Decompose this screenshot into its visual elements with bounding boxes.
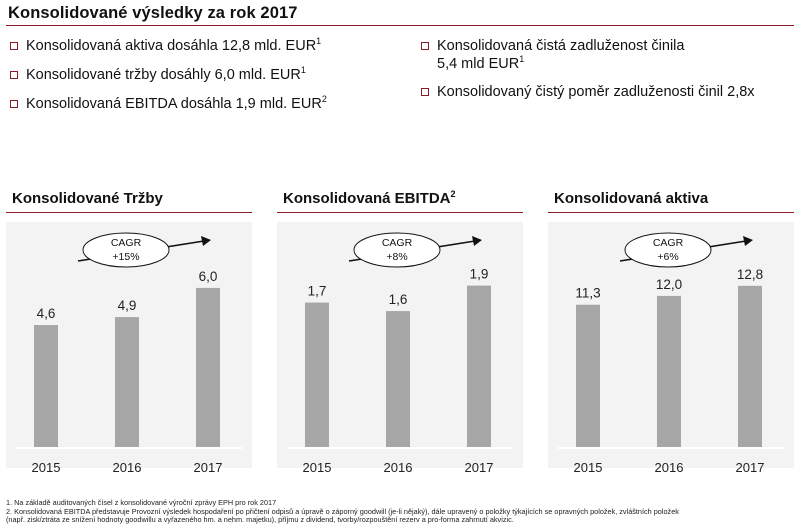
cagr-value: +8%	[386, 251, 407, 263]
chart-title: Konsolidovaná EBITDA2	[283, 189, 456, 208]
bullet-text-line2: 5,4 mld EUR	[437, 56, 520, 72]
bar-2017	[738, 285, 762, 447]
x-tick-label: 2016	[113, 460, 142, 475]
footnotes: 1. Na základě auditovaných čísel z konso…	[6, 498, 796, 525]
x-tick-label: 2015	[32, 460, 61, 475]
cagr-label: CAGR	[111, 237, 142, 249]
x-tick-label: 2016	[384, 460, 413, 475]
data-label: 1,9	[470, 267, 489, 282]
bullet-assets: Konsolidovaná aktiva dosáhla 12,8 mld. E…	[10, 37, 321, 55]
footnote-ref: 2	[321, 94, 327, 105]
cagr-bubble	[353, 232, 441, 268]
data-label: 12,0	[656, 277, 682, 292]
bar-2015	[576, 304, 600, 447]
bullet-text: Konsolidovaná čistá zadluženost činila	[437, 38, 685, 54]
data-label: 11,3	[575, 286, 600, 301]
chart-title: Konsolidované Tržby	[12, 190, 163, 207]
x-tick-label: 2017	[465, 460, 494, 475]
page-title: Konsolidované výsledky za rok 2017	[8, 4, 298, 22]
bar-2017	[467, 285, 491, 447]
footnote-ref: 1	[316, 36, 322, 47]
data-label: 12,8	[737, 267, 763, 282]
cagr-value: +15%	[112, 251, 139, 263]
x-tick-label: 2015	[303, 460, 332, 475]
chart-plot: 4,6 2015 4,9 2016 6,0 2017 CAGR +15%	[16, 232, 242, 475]
x-tick-label: 2015	[574, 460, 603, 475]
chart-divider	[277, 212, 523, 213]
chart-title: Konsolidovaná aktiva	[554, 190, 709, 207]
data-label: 4,6	[37, 306, 56, 321]
footnote-ref: 1	[300, 65, 306, 76]
chart-assets: Konsolidovaná aktiva 11,3 2015 12,0 2016 12,…	[548, 188, 794, 475]
trend-arrow-head-icon	[743, 236, 753, 246]
bullet-net-debt: Konsolidovaná čistá zadluženost činila 5…	[421, 37, 684, 73]
bullet-text: Konsolidované tržby dosáhly 6,0 mld. EUR	[26, 67, 301, 83]
footnote-2: 2. Konsolidovaná EBITDA představuje Prov…	[6, 506, 679, 516]
trend-arrow-head-icon	[201, 236, 211, 246]
chart-plot: 11,3 2015 12,0 2016 12,8 2017 CAGR +6%	[558, 232, 784, 475]
data-label: 4,9	[118, 298, 137, 313]
x-tick-label: 2017	[194, 460, 223, 475]
x-tick-label: 2016	[655, 460, 684, 475]
bullet-square-icon	[10, 42, 18, 50]
title-divider	[6, 25, 794, 26]
cagr-label: CAGR	[653, 237, 684, 249]
bullet-square-icon	[421, 42, 429, 50]
footnote-2-cont: (např. zisk/ztráta ze snížení hodnoty go…	[6, 515, 514, 525]
cagr-bubble	[624, 232, 712, 268]
bar-2017	[196, 287, 220, 447]
chart-plot: 1,7 2015 1,6 2016 1,9 2017 CAGR +8%	[287, 232, 513, 475]
bar-2016	[386, 311, 410, 447]
data-label: 6,0	[199, 269, 218, 284]
footnote-1: 1. Na základě auditovaných čísel z konso…	[6, 498, 277, 507]
chart-divider	[548, 212, 794, 213]
bullet-ebitda: Konsolidovaná EBITDA dosáhla 1,9 mld. EU…	[10, 95, 327, 113]
bar-2016	[115, 317, 139, 447]
trend-arrow-head-icon	[472, 236, 482, 246]
bullet-square-icon	[421, 88, 429, 96]
chart-divider	[6, 212, 252, 213]
bullet-square-icon	[10, 100, 18, 108]
bar-2015	[34, 325, 58, 447]
footnote-ref: 1	[519, 54, 525, 65]
cagr-label: CAGR	[382, 237, 413, 249]
bullet-square-icon	[10, 71, 18, 79]
bullet-text: Konsolidovaný čistý poměr zadluženosti č…	[437, 84, 755, 100]
data-label: 1,6	[389, 292, 408, 307]
chart-ebitda: Konsolidovaná EBITDA2 1,7 2015 1,6 2016 1,9 2…	[277, 188, 523, 475]
x-tick-label: 2017	[736, 460, 765, 475]
bullet-text: Konsolidovaná aktiva dosáhla 12,8 mld. E…	[26, 38, 317, 54]
data-label: 1,7	[308, 284, 327, 299]
bullet-text: Konsolidovaná EBITDA dosáhla 1,9 mld. EU…	[26, 96, 322, 112]
bar-2016	[657, 295, 681, 447]
cagr-value: +6%	[657, 251, 678, 263]
bullet-revenue: Konsolidované tržby dosáhly 6,0 mld. EUR…	[10, 66, 306, 84]
cagr-bubble	[82, 232, 170, 268]
chart-revenue: Konsolidované Tržby 4,6 2015 4,9 2016 6,0 201…	[6, 188, 252, 475]
bullet-leverage: Konsolidovaný čistý poměr zadluženosti č…	[421, 83, 755, 101]
bar-2015	[305, 302, 329, 447]
